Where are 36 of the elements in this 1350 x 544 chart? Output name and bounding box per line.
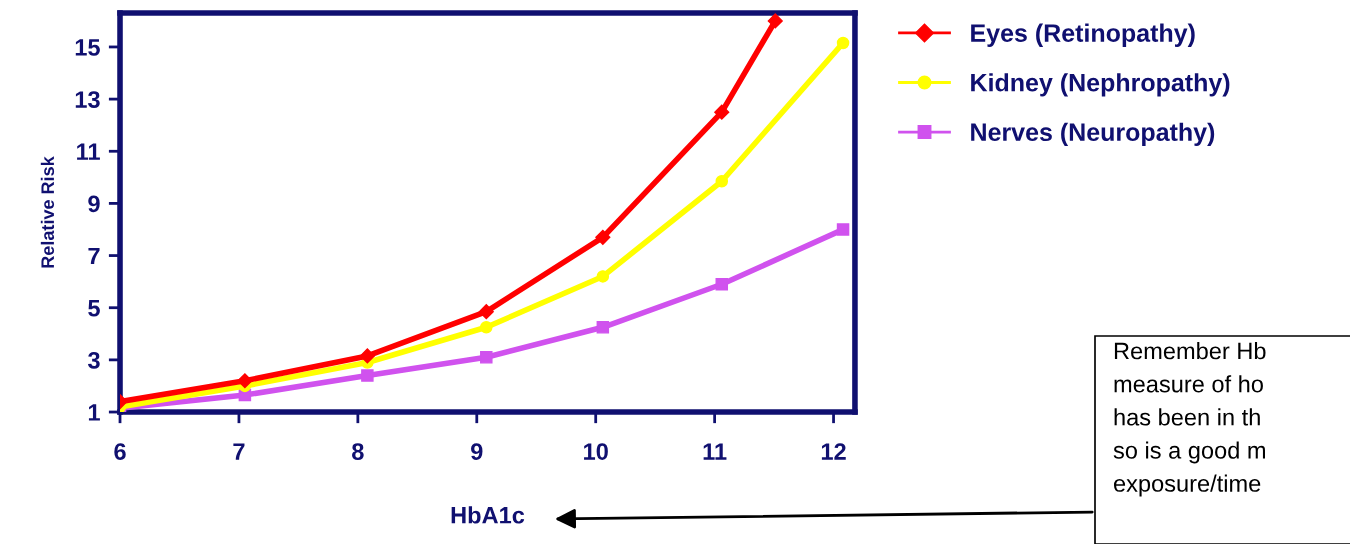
legend-label: Eyes (Retinopathy) bbox=[971, 23, 1195, 47]
x-tick-label: 12 bbox=[821, 443, 846, 460]
y-tick-label: 13 bbox=[75, 91, 100, 108]
point bbox=[767, 13, 783, 29]
y-tick-label: 1 bbox=[88, 404, 100, 421]
y-tick-label: 7 bbox=[88, 247, 100, 265]
legend-label: Kidney (Nephropathy) bbox=[971, 73, 1230, 97]
point bbox=[836, 223, 850, 236]
y-tick-label: 15 bbox=[75, 39, 100, 56]
point bbox=[480, 351, 493, 364]
y-tick-label: 5 bbox=[88, 300, 100, 317]
point bbox=[596, 270, 610, 283]
point bbox=[478, 304, 494, 320]
point bbox=[595, 229, 611, 245]
point bbox=[715, 278, 729, 291]
x-tick-label: 11 bbox=[703, 443, 727, 460]
x-tick-label: 10 bbox=[584, 443, 608, 460]
legend-label: Nerves (Neuropathy) bbox=[971, 122, 1215, 146]
point bbox=[359, 348, 375, 364]
point bbox=[237, 373, 253, 389]
y-tick-label: 9 bbox=[88, 195, 100, 213]
y-axis-title: Relative Risk bbox=[40, 156, 55, 268]
text: Remember Hb measure of ho has been in th so is a good m exposure/time bbox=[1113, 342, 1266, 497]
x-tick-label: 8 bbox=[352, 443, 364, 460]
point bbox=[361, 369, 374, 382]
x-axis-title: HbA1c bbox=[451, 506, 525, 524]
point bbox=[480, 321, 493, 334]
y-tick-label: 3 bbox=[87, 351, 100, 369]
x-tick-label: 6 bbox=[114, 443, 126, 460]
y-tick-label: 11 bbox=[77, 143, 100, 160]
x-tick-label: 9 bbox=[471, 443, 483, 460]
point bbox=[714, 104, 730, 120]
point bbox=[596, 321, 610, 334]
point bbox=[836, 36, 850, 50]
x-tick-label: 7 bbox=[233, 443, 245, 460]
point bbox=[715, 174, 729, 188]
